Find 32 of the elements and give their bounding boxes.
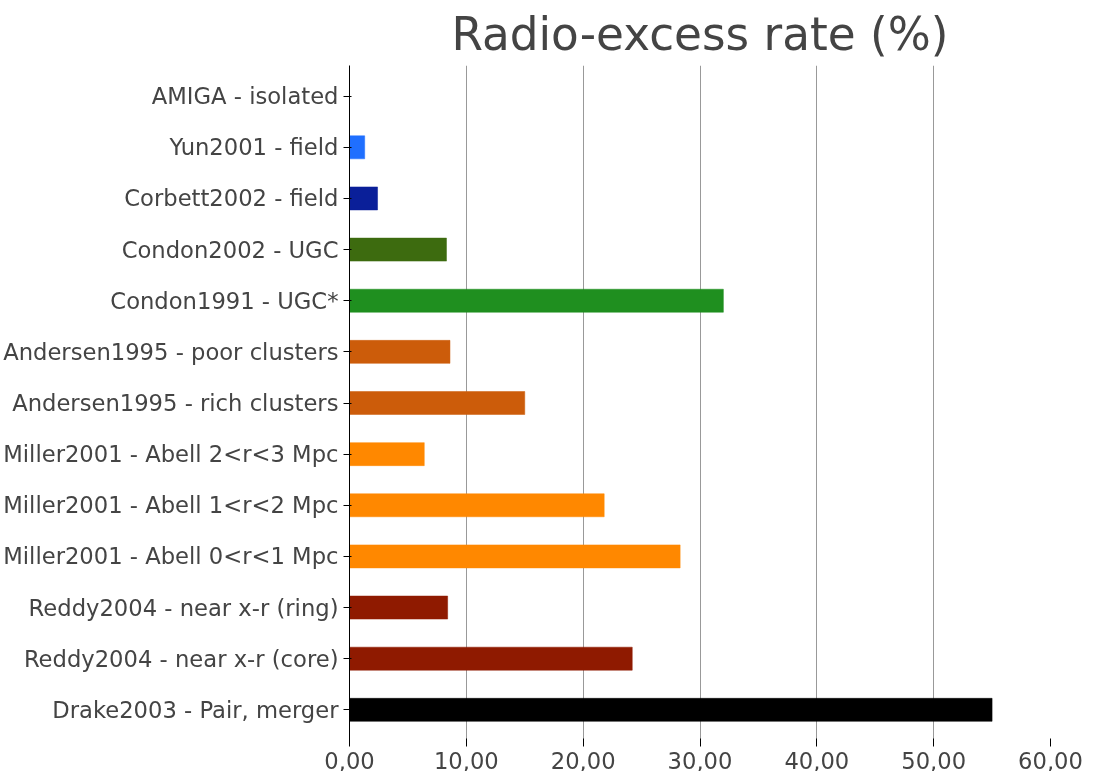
y-tick-label: Drake2003 - Pair, merger (52, 696, 340, 723)
y-tick-label: Andersen1995 - rich clusters (12, 390, 339, 416)
bar (349, 237, 447, 262)
x-tick-label: 10,00 (433, 747, 499, 771)
x-tick-label: 60,00 (1018, 747, 1083, 771)
bar (349, 595, 448, 620)
y-tick-label: Yun2001 - field (168, 134, 339, 161)
y-tick-label: Condon2002 - UGC (121, 236, 339, 263)
y-tick-label: AMIGA - isolated (151, 83, 339, 110)
chart-title: Radio-excess rate (%) (451, 7, 949, 61)
y-tick-label: Miller2001 - Abell 1<r<2 Mpc (3, 492, 339, 519)
bar (349, 288, 724, 313)
y-tick-label: Miller2001 - Abell 2<r<3 Mpc (3, 441, 339, 468)
bar (349, 442, 425, 466)
x-tick-label: 40,00 (784, 747, 850, 771)
y-tick-label: Reddy2004 - near x-r (ring) (28, 594, 339, 621)
y-tick-label: Reddy2004 - near x-r (core) (23, 645, 339, 672)
x-tick-label: 0,00 (324, 747, 375, 771)
bar (349, 340, 451, 364)
y-tick-label: Andersen1995 - poor clusters (3, 338, 339, 365)
y-tick-label: Miller2001 - Abell 0<r<1 Mpc (3, 543, 339, 570)
bar (349, 391, 525, 415)
bar (349, 646, 633, 671)
bar (349, 493, 605, 518)
x-tick-label: 30,00 (667, 747, 733, 771)
bar (349, 135, 365, 160)
bar (349, 186, 378, 211)
bar (349, 544, 681, 569)
x-tick-label: 20,00 (550, 747, 616, 771)
x-tick-label: 50,00 (901, 747, 967, 771)
y-tick-label: Condon1991 - UGC* (110, 287, 339, 314)
y-tick-label: Corbett2002 - field (124, 185, 339, 212)
